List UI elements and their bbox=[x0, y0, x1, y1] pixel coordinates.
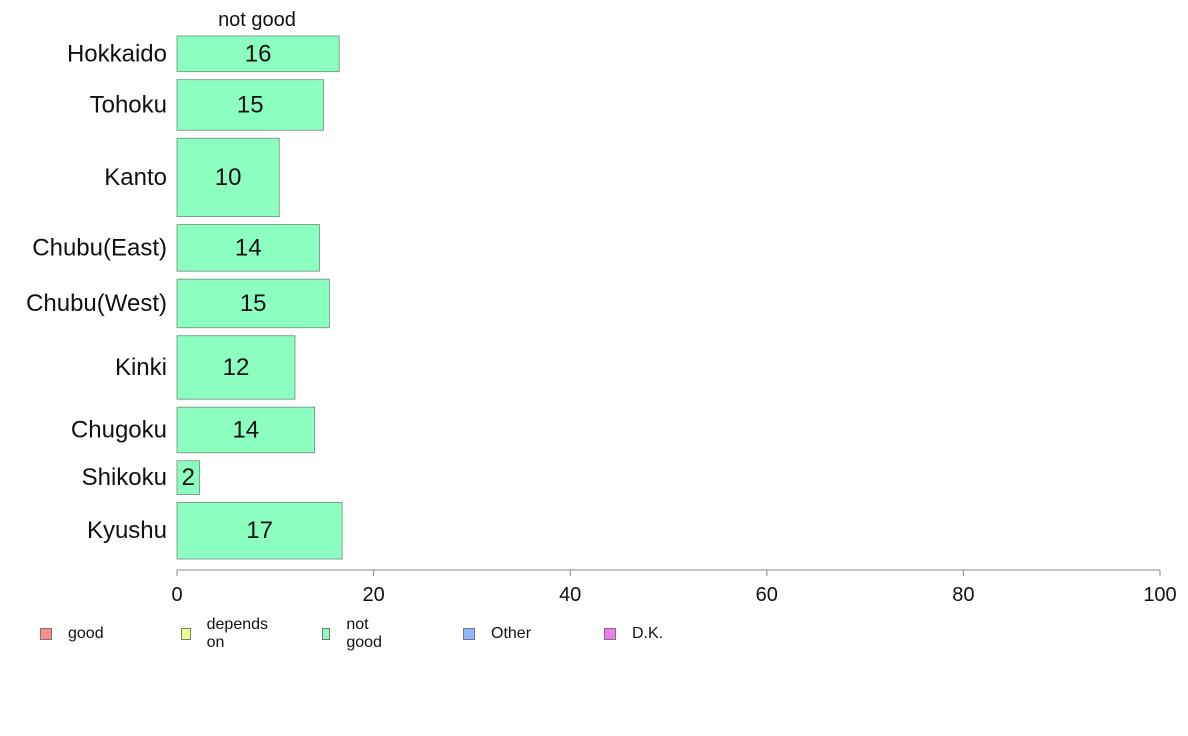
value-label-chugoku: 14 bbox=[232, 416, 259, 443]
bar-hokkaido bbox=[176, 35, 340, 73]
value-label-hokkaido: 16 bbox=[245, 40, 272, 67]
x-tick-label-80: 80 bbox=[952, 584, 974, 606]
category-label-hokkaido: Hokkaido bbox=[67, 40, 167, 67]
legend-label-dk: D.K. bbox=[632, 625, 664, 642]
legend-label-good: good bbox=[68, 625, 104, 642]
x-tick-label-0: 0 bbox=[171, 584, 182, 606]
x-tick-label-100: 100 bbox=[1143, 584, 1176, 606]
legend-item-other: Other bbox=[463, 624, 531, 644]
legend-swatch-depends-on bbox=[181, 628, 191, 640]
category-label-kanto: Kanto bbox=[104, 164, 167, 191]
category-label-chubu-east: Chubu(East) bbox=[32, 234, 167, 261]
category-label-tohoku: Tohoku bbox=[90, 91, 167, 118]
value-label-chubu-west: 15 bbox=[240, 290, 267, 317]
legend-label-other: Other bbox=[491, 625, 532, 642]
x-axis: 0 20 40 60 80 100 bbox=[171, 569, 1177, 606]
value-label-kinki: 12 bbox=[223, 354, 250, 381]
legend-swatch-good bbox=[40, 628, 52, 640]
category-label-chugoku: Chugoku bbox=[71, 416, 167, 443]
bars-group: Hokkaido 16 Tohoku 15 Kanto 10 Chubu(East) 14 Ch… bbox=[26, 35, 343, 560]
legend-label-depends-on: depends on bbox=[206, 616, 269, 651]
x-tick-label-20: 20 bbox=[362, 584, 384, 606]
legend-swatch-not-good bbox=[322, 628, 331, 640]
bar-chubu-east bbox=[176, 224, 320, 272]
value-label-kyushu: 17 bbox=[246, 517, 273, 544]
category-label-shikoku: Shikoku bbox=[82, 464, 167, 491]
value-label-tohoku: 15 bbox=[237, 91, 264, 118]
legend-item-not-good: not good bbox=[322, 616, 386, 651]
bar-chugoku bbox=[176, 406, 316, 454]
value-label-shikoku: 2 bbox=[182, 464, 195, 491]
category-label-chubu-west: Chubu(West) bbox=[26, 290, 167, 317]
bar-chubu-west bbox=[176, 278, 330, 329]
legend-swatch-other bbox=[463, 628, 475, 640]
value-label-kanto: 10 bbox=[215, 164, 242, 191]
value-label-chubu-east: 14 bbox=[235, 234, 262, 261]
column-header-label: not good bbox=[218, 9, 296, 31]
legend-item-depends-on: depends on bbox=[181, 616, 270, 651]
x-tick-label-40: 40 bbox=[559, 584, 581, 606]
legend-label-not-good: not good bbox=[346, 616, 382, 651]
x-tick-label-60: 60 bbox=[756, 584, 778, 606]
bar-shikoku bbox=[176, 460, 201, 495]
legend-swatch-dk bbox=[604, 628, 616, 640]
bar-kyushu bbox=[176, 502, 343, 560]
bar-kanto bbox=[176, 137, 280, 217]
category-label-kyushu: Kyushu bbox=[87, 517, 167, 544]
bar-tohoku bbox=[176, 79, 324, 131]
legend-item-dk: D.K. bbox=[604, 624, 663, 644]
bar-kinki bbox=[176, 335, 296, 400]
legend-item-good: good bbox=[40, 624, 104, 644]
category-label-kinki: Kinki bbox=[115, 354, 167, 381]
